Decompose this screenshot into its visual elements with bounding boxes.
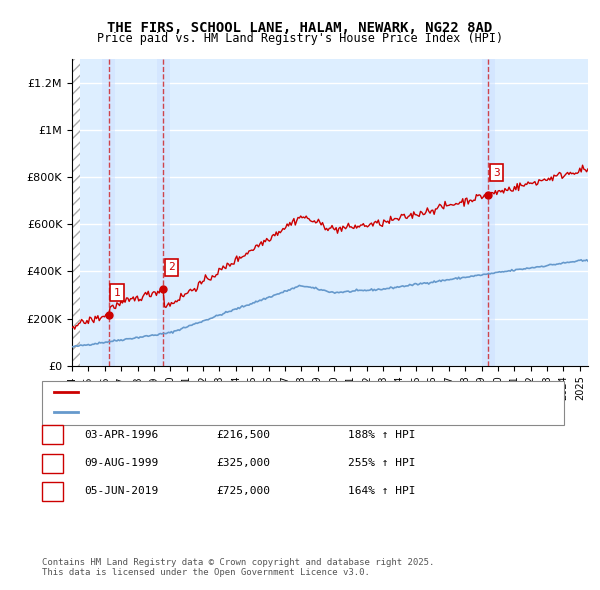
- Text: 1: 1: [114, 288, 121, 298]
- Text: 2: 2: [49, 458, 56, 468]
- Bar: [157, 59, 170, 366]
- Text: THE FIRS, SCHOOL LANE, HALAM, NEWARK, NG22 8AD: THE FIRS, SCHOOL LANE, HALAM, NEWARK, NG…: [107, 21, 493, 35]
- Text: 3: 3: [49, 487, 56, 496]
- Text: Contains HM Land Registry data © Crown copyright and database right 2025.
This d: Contains HM Land Registry data © Crown c…: [42, 558, 434, 577]
- Text: £725,000: £725,000: [216, 487, 270, 496]
- Text: 2: 2: [169, 262, 175, 272]
- Bar: [103, 59, 115, 366]
- Text: 164% ↑ HPI: 164% ↑ HPI: [348, 487, 415, 496]
- Text: 3: 3: [493, 168, 500, 178]
- Text: 255% ↑ HPI: 255% ↑ HPI: [348, 458, 415, 468]
- Text: 188% ↑ HPI: 188% ↑ HPI: [348, 430, 415, 440]
- Text: £325,000: £325,000: [216, 458, 270, 468]
- Text: £216,500: £216,500: [216, 430, 270, 440]
- Text: Price paid vs. HM Land Registry's House Price Index (HPI): Price paid vs. HM Land Registry's House …: [97, 32, 503, 45]
- Text: 09-AUG-1999: 09-AUG-1999: [84, 458, 158, 468]
- Text: 05-JUN-2019: 05-JUN-2019: [84, 487, 158, 496]
- Text: HPI: Average price, detached house, Newark and Sherwood: HPI: Average price, detached house, Newa…: [84, 407, 428, 417]
- Text: THE FIRS, SCHOOL LANE, HALAM, NEWARK, NG22 8AD (detached house): THE FIRS, SCHOOL LANE, HALAM, NEWARK, NG…: [84, 388, 478, 397]
- Bar: [72, 59, 80, 366]
- Text: 1: 1: [49, 430, 56, 440]
- Bar: [482, 59, 495, 366]
- Text: 03-APR-1996: 03-APR-1996: [84, 430, 158, 440]
- Bar: [72, 59, 80, 366]
